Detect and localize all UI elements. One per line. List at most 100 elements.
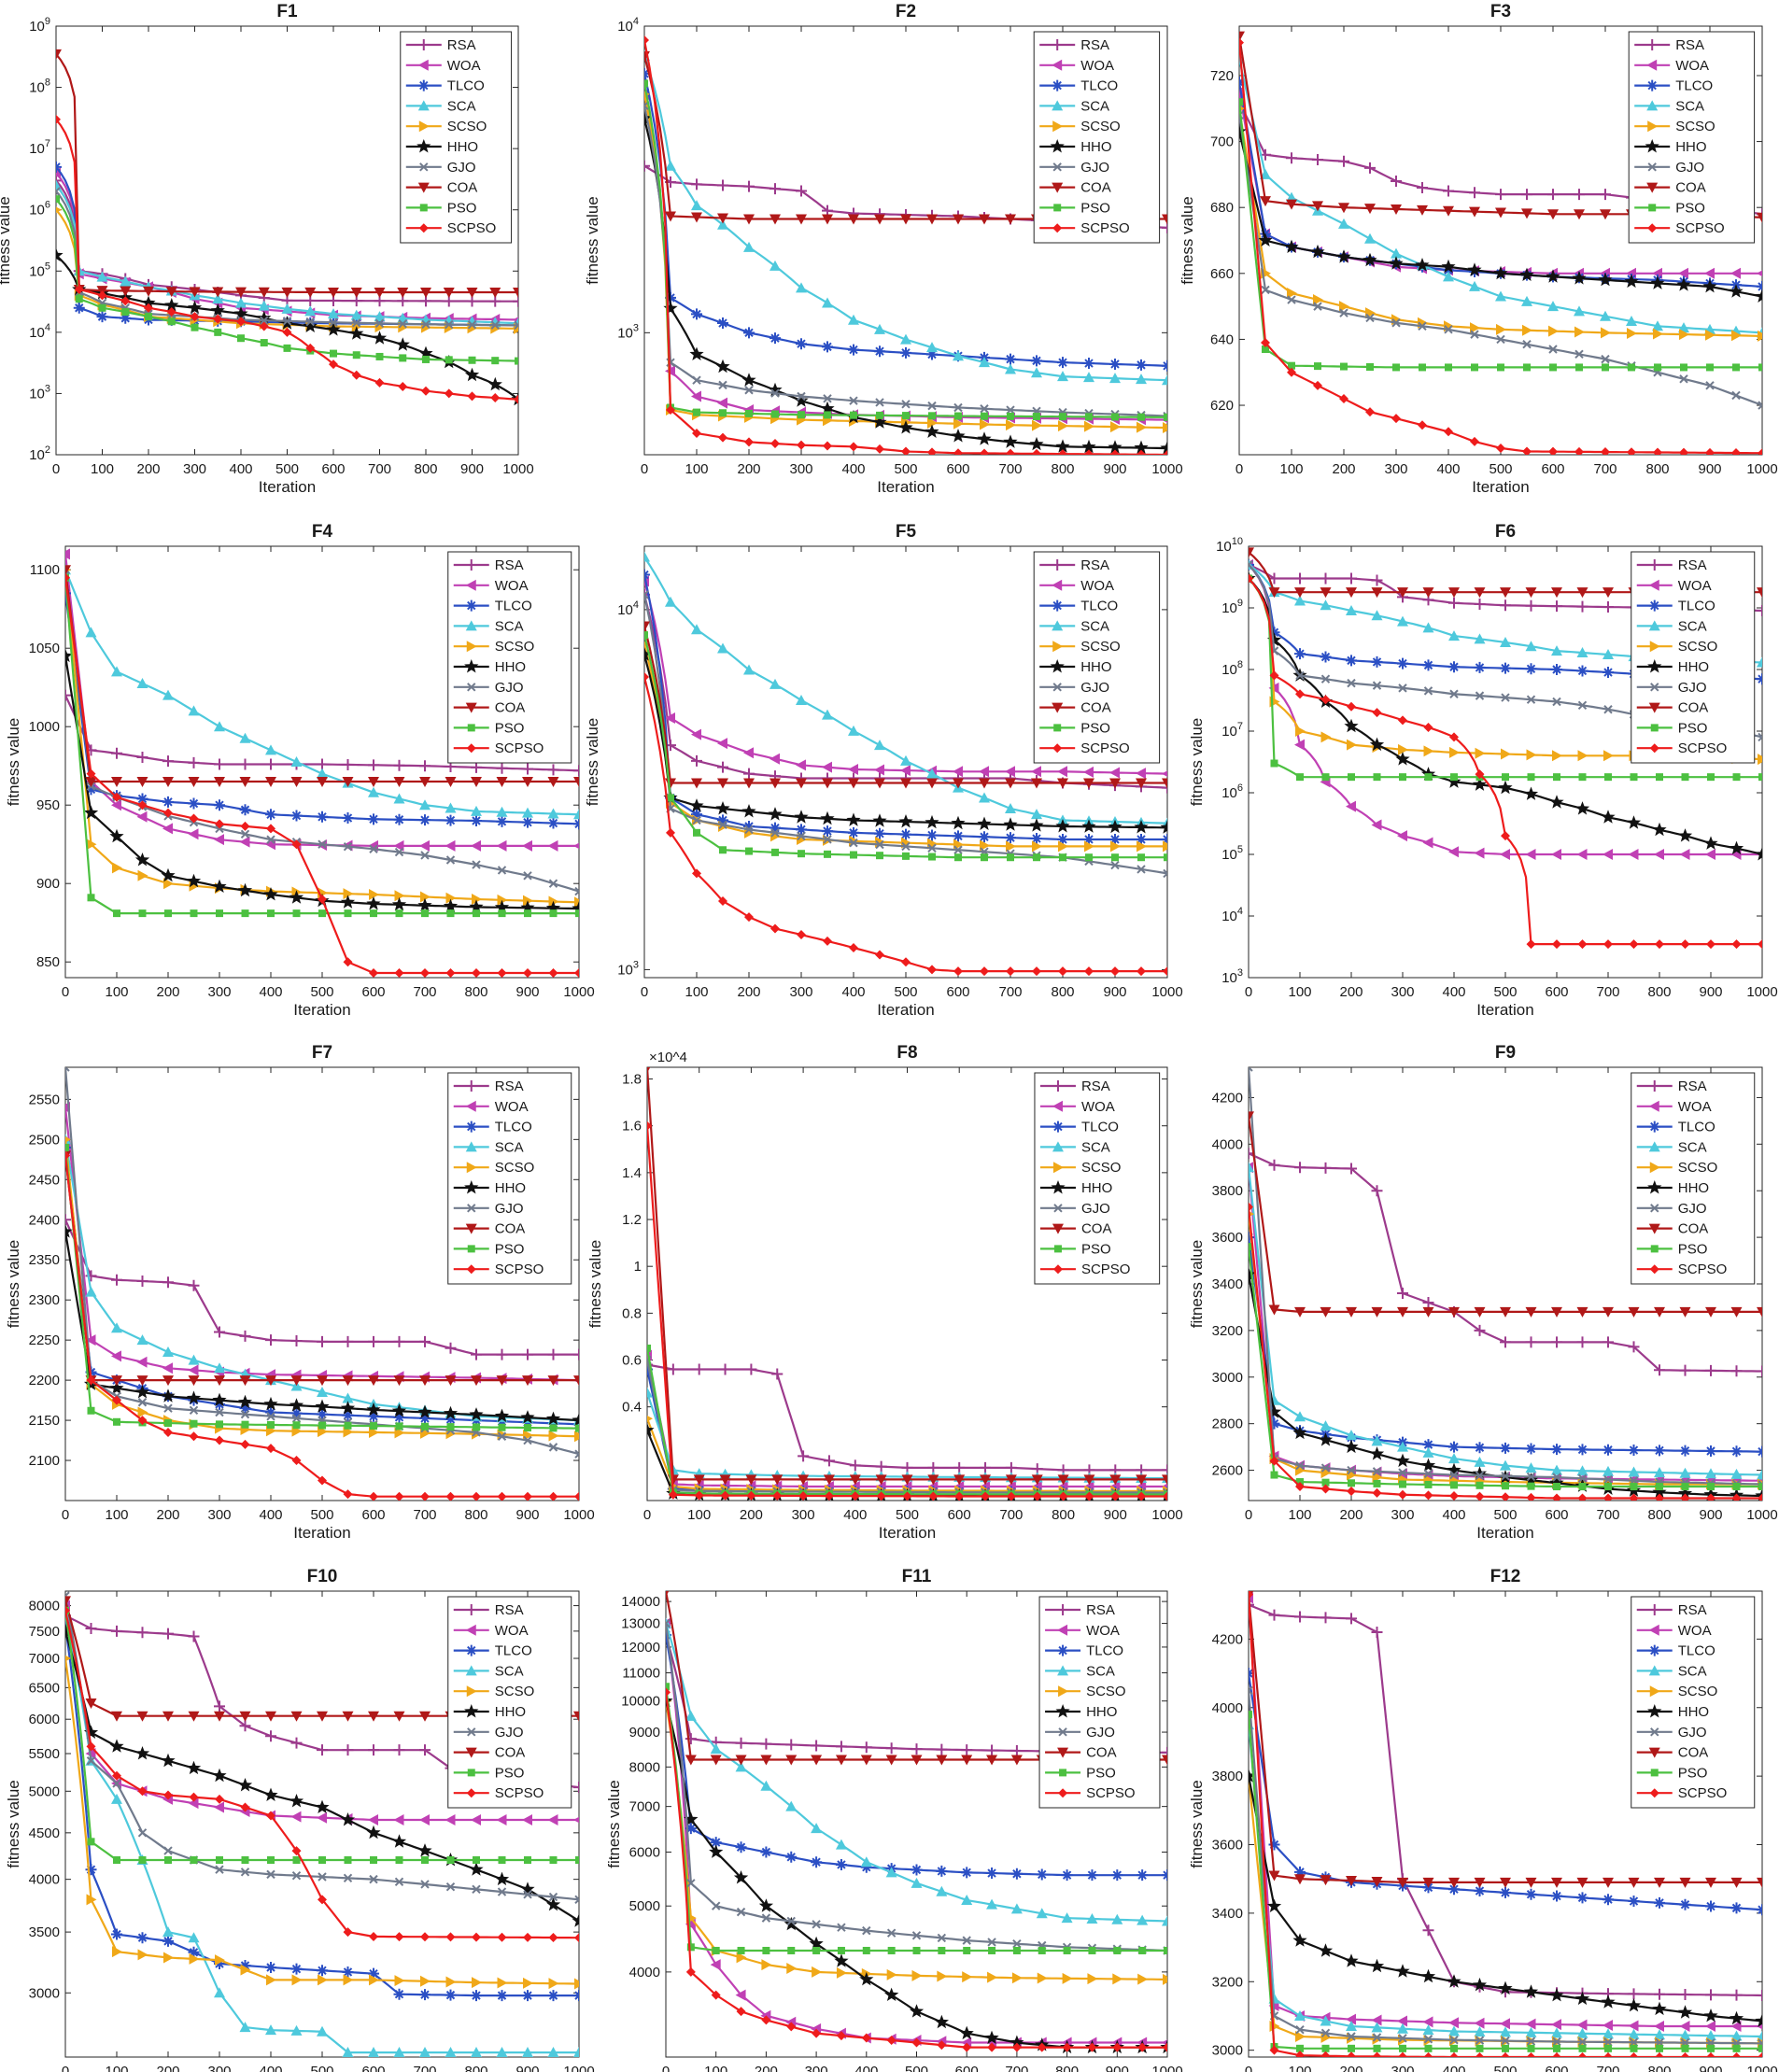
legend-marker-scpso [466, 743, 476, 754]
series-hho [644, 110, 1167, 455]
data-point-hho [951, 815, 966, 830]
data-point-sca [1757, 656, 1762, 668]
data-point-woa [573, 842, 579, 850]
data-point-tlco [796, 338, 807, 350]
data-point-scso [394, 1975, 405, 1987]
data-point-pso [1366, 362, 1374, 371]
data-point-pso [524, 1856, 531, 1865]
legend-item-woa: WOA [1039, 1099, 1115, 1115]
data-point-sca [717, 642, 728, 654]
data-point-pso [938, 1946, 946, 1954]
legend-marker-gjo [1650, 1204, 1659, 1213]
data-point-hho [233, 306, 248, 320]
legend-marker-sca [1052, 1141, 1064, 1152]
legend-label: SCA [1678, 1663, 1707, 1679]
series-coa [56, 49, 518, 299]
data-point-woa [1397, 830, 1407, 842]
x-tick-label: 800 [1052, 1507, 1075, 1523]
legend-item-hho: HHO [1045, 1704, 1117, 1720]
data-point-tlco [342, 1966, 354, 1978]
data-point-sca [214, 1987, 225, 1998]
data-point-rsa [769, 183, 781, 195]
data-point-rsa [1757, 1989, 1762, 2001]
data-point-pso [1758, 2044, 1762, 2052]
data-point-hho [1677, 1486, 1693, 1500]
legend-marker-scso [1649, 1162, 1660, 1174]
data-point-scso [1032, 419, 1042, 431]
data-point-sca [979, 792, 990, 803]
legend-marker-sca [1648, 1141, 1660, 1152]
data-point-pso [1399, 2044, 1406, 2052]
legend-item-hho: HHO [1039, 139, 1112, 155]
data-point-pso [1604, 1483, 1612, 1491]
y-tick-label: 950 [36, 797, 60, 813]
data-point-coa [1551, 1877, 1562, 1888]
data-point-hho [134, 853, 150, 867]
legend-marker-pso [1059, 1769, 1067, 1777]
data-point-hho [572, 1913, 579, 1927]
data-point-hho [1108, 440, 1122, 454]
data-point-woa [1500, 849, 1510, 860]
legend-label: HHO [1086, 1704, 1117, 1720]
y-tick-label: 6000 [29, 1712, 60, 1727]
data-point-rsa [265, 1334, 276, 1346]
data-point-hho [1549, 1988, 1564, 2002]
y-tick-label: 102 [29, 444, 50, 463]
data-point-sca [471, 2047, 482, 2057]
y-tick-label: 660 [1210, 266, 1234, 282]
data-point-sca [111, 666, 122, 677]
data-point-rsa [1474, 1324, 1486, 1336]
data-point-coa [1162, 778, 1167, 789]
data-point-pso [216, 909, 223, 918]
data-point-scpso [1137, 2042, 1148, 2052]
data-point-coa [111, 1375, 122, 1387]
x-tick-label: 1000 [1151, 2064, 1182, 2072]
data-point-scpso [666, 405, 675, 416]
chart-title: F1 [276, 2, 298, 21]
data-point-rsa [1371, 574, 1383, 586]
x-tick-label: 700 [1596, 1507, 1619, 1523]
legend-marker-pso [467, 1769, 475, 1777]
data-point-pso [1288, 361, 1295, 370]
data-point-woa [471, 839, 481, 852]
data-point-coa [317, 1711, 328, 1722]
data-point-coa [85, 1698, 97, 1709]
data-point-pso [1424, 773, 1433, 782]
data-point-coa [214, 1375, 225, 1387]
y-tick-label: 4200 [1212, 1631, 1243, 1647]
x-tick-label: 700 [1593, 461, 1617, 477]
data-point-rsa [111, 1274, 122, 1286]
data-point-sca [743, 241, 755, 252]
data-point-tlco [1576, 1892, 1588, 1904]
data-point-coa [1320, 587, 1332, 599]
x-tick-label: 700 [413, 1507, 436, 1523]
legend-label: WOA [1678, 1099, 1712, 1115]
legend-item-coa: COA [453, 1745, 525, 1761]
data-point-coa [1500, 1306, 1511, 1318]
data-point-scso [189, 1952, 200, 1965]
legend-marker-hho [1647, 1704, 1662, 1718]
data-point-scpso [1758, 939, 1762, 950]
legend-marker-scso [1052, 120, 1064, 133]
data-point-sca [1010, 1903, 1023, 1914]
data-point-rsa [1628, 1988, 1640, 2000]
legend-marker-pso [1053, 1245, 1062, 1253]
data-point-hho [1755, 847, 1762, 861]
data-point-pso [1373, 2044, 1381, 2052]
legend-item-scpso: SCPSO [1045, 1785, 1136, 1801]
data-point-tlco [1397, 657, 1408, 670]
data-point-coa [393, 777, 405, 787]
data-point-gjo [1501, 693, 1510, 702]
legend-label: SCA [1678, 618, 1707, 634]
data-point-pso [1137, 413, 1145, 421]
legend-marker-gjo [467, 1204, 476, 1213]
data-point-pso [190, 909, 198, 918]
x-tick-label: 100 [1288, 1507, 1311, 1523]
y-tick-label: 104 [29, 322, 50, 341]
data-point-pso [395, 1422, 403, 1431]
data-point-pso [1553, 2044, 1560, 2052]
data-point-rsa [290, 1737, 303, 1749]
data-point-woa [573, 1816, 579, 1824]
x-tick-label: 1000 [1151, 984, 1182, 1000]
data-point-coa [1705, 1877, 1716, 1888]
